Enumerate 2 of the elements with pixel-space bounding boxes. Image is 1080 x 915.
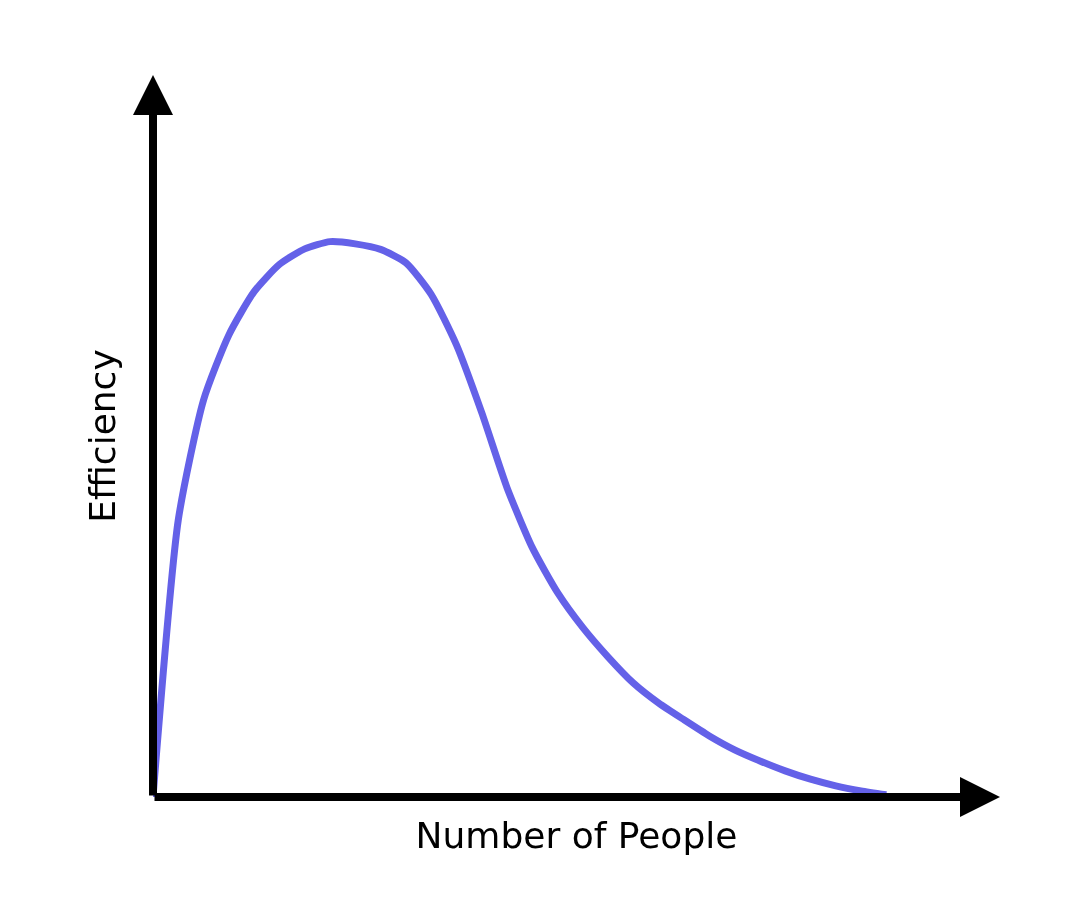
y-axis-title: Efficiency <box>81 349 123 523</box>
x-axis-title: Number of People <box>415 814 738 856</box>
